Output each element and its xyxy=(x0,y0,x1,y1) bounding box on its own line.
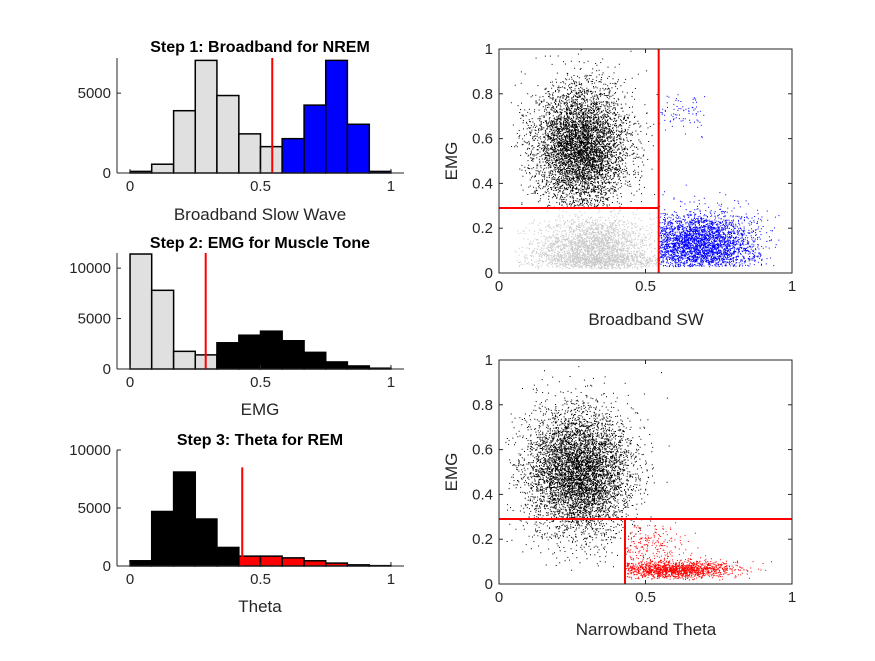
x-tick-label: 0.5 xyxy=(250,571,271,588)
histogram-bar xyxy=(347,124,369,173)
histogram-bar xyxy=(174,111,196,173)
y-tick-label: 0.4 xyxy=(472,175,493,192)
histogram-bar xyxy=(217,547,239,566)
histogram-bar xyxy=(239,335,261,369)
histogram-bar xyxy=(152,164,174,173)
histogram-bar xyxy=(261,331,283,369)
x-tick-label: 0.5 xyxy=(635,589,656,606)
histogram-bar xyxy=(304,352,326,369)
histogram-bar xyxy=(195,60,217,173)
histogram-bar xyxy=(282,341,304,369)
panel-title: Step 1: Broadband for NREM xyxy=(150,39,370,56)
y-axis-label: EMG xyxy=(442,453,461,492)
y-tick-label: 0.2 xyxy=(472,220,493,237)
histogram-bar xyxy=(195,519,217,566)
y-tick-label: 0.2 xyxy=(472,531,493,548)
y-tick-label: 10000 xyxy=(69,260,111,277)
y-tick-label: 1 xyxy=(485,352,493,369)
histogram-bar xyxy=(326,60,348,173)
x-tick-label: 0 xyxy=(126,178,134,195)
histogram-bar xyxy=(239,134,261,173)
x-tick-label: 0 xyxy=(495,278,503,295)
histogram-bar xyxy=(282,139,304,173)
y-tick-label: 1 xyxy=(485,41,493,58)
x-axis-label: Broadband SW xyxy=(588,310,703,329)
x-tick-label: 0.5 xyxy=(250,374,271,391)
y-tick-label: 0.6 xyxy=(472,442,493,459)
x-tick-label: 0.5 xyxy=(250,178,271,195)
histogram-bar xyxy=(261,556,283,566)
y-tick-label: 0.8 xyxy=(472,86,493,103)
x-tick-label: 1 xyxy=(788,278,796,295)
panel-title: Step 3: Theta for REM xyxy=(177,432,343,449)
y-tick-label: 0 xyxy=(103,361,111,378)
histogram-bar xyxy=(326,362,348,369)
histogram-bar xyxy=(152,511,174,566)
x-tick-label: 0 xyxy=(495,589,503,606)
y-tick-label: 10000 xyxy=(69,442,111,459)
y-tick-label: 5000 xyxy=(78,85,111,102)
x-axis-label: Narrowband Theta xyxy=(576,620,717,639)
histogram-bar xyxy=(130,561,152,566)
x-axis-label: Broadband Slow Wave xyxy=(174,205,346,224)
x-tick-label: 0 xyxy=(126,374,134,391)
panel-title: Step 2: EMG for Muscle Tone xyxy=(150,235,370,252)
histogram-bar xyxy=(282,558,304,566)
histogram-bar xyxy=(152,290,174,369)
x-tick-label: 0.5 xyxy=(635,278,656,295)
y-tick-label: 5000 xyxy=(78,311,111,328)
histogram-bar xyxy=(217,343,239,369)
y-tick-label: 0 xyxy=(485,576,493,593)
x-axis-label: EMG xyxy=(241,400,280,419)
histogram-bar xyxy=(304,561,326,566)
x-tick-label: 1 xyxy=(387,374,395,391)
histogram-bar xyxy=(304,105,326,173)
x-axis-label: Theta xyxy=(238,597,282,616)
x-tick-label: 1 xyxy=(387,571,395,588)
x-tick-label: 1 xyxy=(387,178,395,195)
y-tick-label: 0.6 xyxy=(472,131,493,148)
y-tick-label: 0 xyxy=(103,558,111,575)
y-tick-label: 5000 xyxy=(78,500,111,517)
y-tick-label: 0 xyxy=(103,165,111,182)
histogram-bar xyxy=(130,254,152,369)
histogram-bar xyxy=(174,472,196,566)
histogram-bar xyxy=(217,96,239,173)
x-tick-label: 1 xyxy=(788,589,796,606)
x-tick-label: 0 xyxy=(126,571,134,588)
y-tick-label: 0.8 xyxy=(472,397,493,414)
y-axis-label: EMG xyxy=(442,142,461,181)
y-tick-label: 0 xyxy=(485,265,493,282)
y-tick-label: 0.4 xyxy=(472,486,493,503)
histogram-bar xyxy=(174,351,196,369)
